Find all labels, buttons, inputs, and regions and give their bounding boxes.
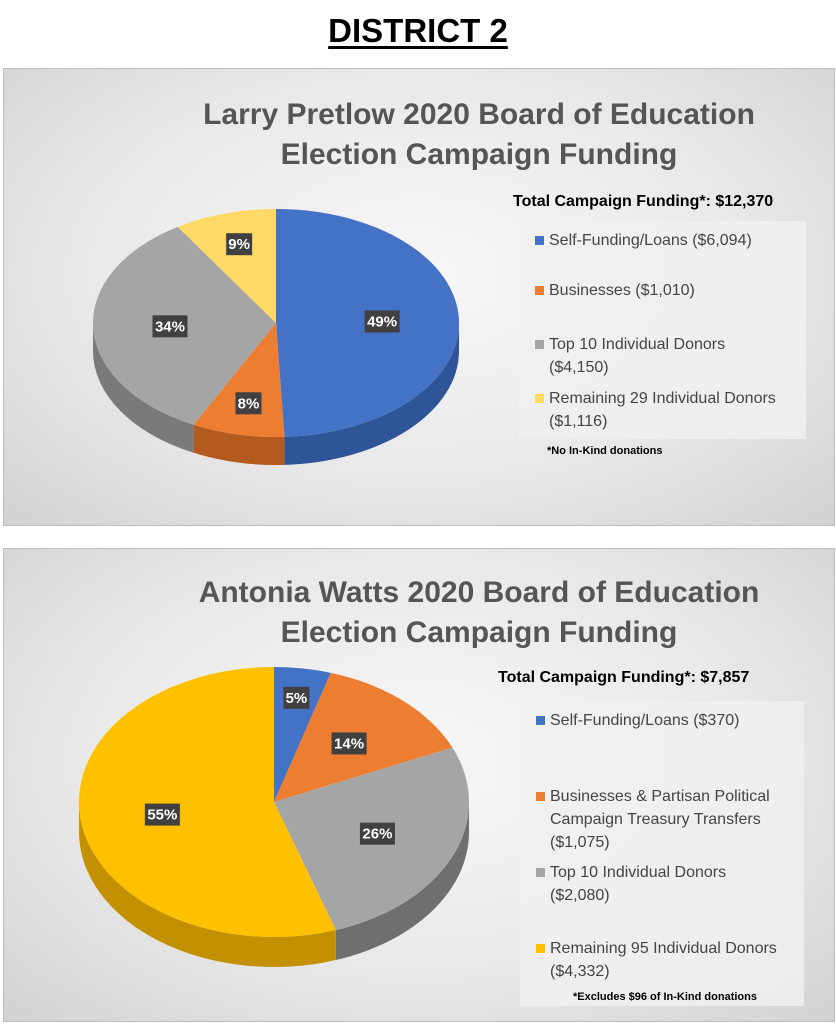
legend-swatch bbox=[535, 236, 544, 245]
legend-swatch bbox=[536, 716, 545, 725]
pie-slice-side bbox=[284, 323, 459, 465]
legend-swatch bbox=[535, 286, 544, 295]
legend-swatch bbox=[535, 394, 544, 403]
data-label: 5% bbox=[286, 690, 308, 707]
chart-title-line-1: Antonia Watts 2020 Board of Education bbox=[198, 576, 760, 609]
legend: Self-Funding/Loans ($6,094) Businesses (… bbox=[519, 221, 806, 439]
chart-title-line-2: Election Campaign Funding bbox=[280, 138, 678, 171]
legend-label-line: Remaining 29 Individual Donors bbox=[549, 390, 776, 407]
data-label: 9% bbox=[228, 236, 250, 253]
data-label: 49% bbox=[367, 313, 397, 330]
chart-panel-pretlow: 49% 8% 34% 9% Larry Pretlow 2020 Board of E… bbox=[3, 68, 835, 526]
pie-slice bbox=[79, 667, 336, 937]
total-funding-label: Total Campaign Funding*: $12,370 bbox=[513, 193, 774, 210]
data-label-box bbox=[364, 310, 400, 333]
pie-slice bbox=[193, 323, 285, 437]
data-label-box bbox=[152, 315, 188, 338]
footnote: *No In-Kind donations bbox=[547, 445, 663, 457]
data-label-box bbox=[283, 686, 310, 709]
legend-swatch bbox=[536, 868, 545, 877]
legend-label-line: Top 10 Individual Donors bbox=[550, 864, 727, 881]
legend-label: Self-Funding/Loans ($370) bbox=[550, 709, 812, 732]
legend-swatch bbox=[536, 792, 545, 801]
legend-swatch bbox=[535, 340, 544, 349]
legend-label: Top 10 Individual Donors ($2,080) bbox=[550, 861, 812, 907]
pie-side-walls bbox=[79, 802, 469, 967]
legend-label-line: Remaining 95 Individual Donors bbox=[550, 940, 777, 957]
legend-label: Businesses ($1,010) bbox=[549, 279, 811, 302]
data-label-box bbox=[144, 803, 180, 826]
total-funding-label: Total Campaign Funding*: $7,857 bbox=[498, 669, 750, 686]
pie-side-walls bbox=[93, 323, 459, 465]
data-label: 14% bbox=[334, 735, 364, 752]
legend-label-line: Top 10 Individual Donors bbox=[549, 336, 726, 353]
legend-label-line: ($2,080) bbox=[550, 887, 610, 904]
data-label: 55% bbox=[147, 807, 177, 824]
legend-label: Businesses & Partisan Political Campaign… bbox=[550, 785, 812, 854]
data-label-box bbox=[226, 233, 253, 256]
legend-label: Self-Funding/Loans ($6,094) bbox=[549, 229, 811, 252]
chart-title-line-1: Larry Pretlow 2020 Board of Education bbox=[203, 98, 755, 131]
pie-top bbox=[79, 667, 470, 937]
pie-slice-side bbox=[193, 424, 285, 465]
legend-label-line: ($1,075) bbox=[550, 834, 610, 851]
data-label-box bbox=[359, 822, 395, 845]
footnote: *Excludes $96 of In-Kind donations bbox=[573, 991, 757, 1003]
legend-label: Remaining 29 Individual Donors ($1,116) bbox=[549, 387, 811, 433]
legend-swatch bbox=[536, 944, 545, 953]
pie-chart-watts: 5% 14% 26% 55% bbox=[79, 667, 470, 967]
legend-label-line: Businesses & Partisan Political bbox=[550, 788, 770, 805]
legend-label-line: ($4,332) bbox=[550, 963, 610, 980]
page-title-text: DISTRICT 2 bbox=[328, 12, 508, 49]
pie-chart-pretlow: 49% 8% 34% 9% bbox=[92, 209, 460, 465]
pie-top bbox=[92, 209, 460, 437]
page-title: DISTRICT 2 bbox=[0, 12, 836, 50]
legend-label-line: ($4,150) bbox=[549, 359, 609, 376]
legend: Self-Funding/Loans ($370) Businesses & P… bbox=[520, 701, 804, 1006]
data-label: 26% bbox=[362, 826, 392, 843]
data-label: 34% bbox=[155, 318, 185, 335]
data-label: 8% bbox=[238, 395, 260, 412]
legend-label-line: Campaign Treasury Transfers bbox=[550, 811, 761, 828]
legend-label-line: Self-Funding/Loans ($6,094) bbox=[549, 232, 752, 249]
chart-title-line-2: Election Campaign Funding bbox=[280, 616, 678, 649]
chart-title-pretlow: Larry Pretlow 2020 Board of Education El… bbox=[84, 95, 834, 175]
legend-label: Remaining 95 Individual Donors ($4,332) bbox=[550, 937, 812, 983]
pie-slice-side bbox=[93, 323, 194, 453]
legend-label-line: Businesses ($1,010) bbox=[549, 282, 695, 299]
data-label-box bbox=[331, 732, 367, 755]
data-label-box bbox=[235, 392, 262, 415]
legend-label: Top 10 Individual Donors ($4,150) bbox=[549, 333, 811, 379]
pie-slice-side bbox=[79, 802, 336, 967]
legend-label-line: Self-Funding/Loans ($370) bbox=[550, 712, 740, 729]
chart-panel-watts: 5% 14% 26% 55% Antonia Watts 2020 Board of … bbox=[3, 548, 835, 1022]
pie-slice-side bbox=[335, 802, 469, 961]
chart-title-watts: Antonia Watts 2020 Board of Education El… bbox=[84, 573, 834, 653]
legend-label-line: ($1,116) bbox=[549, 413, 608, 430]
